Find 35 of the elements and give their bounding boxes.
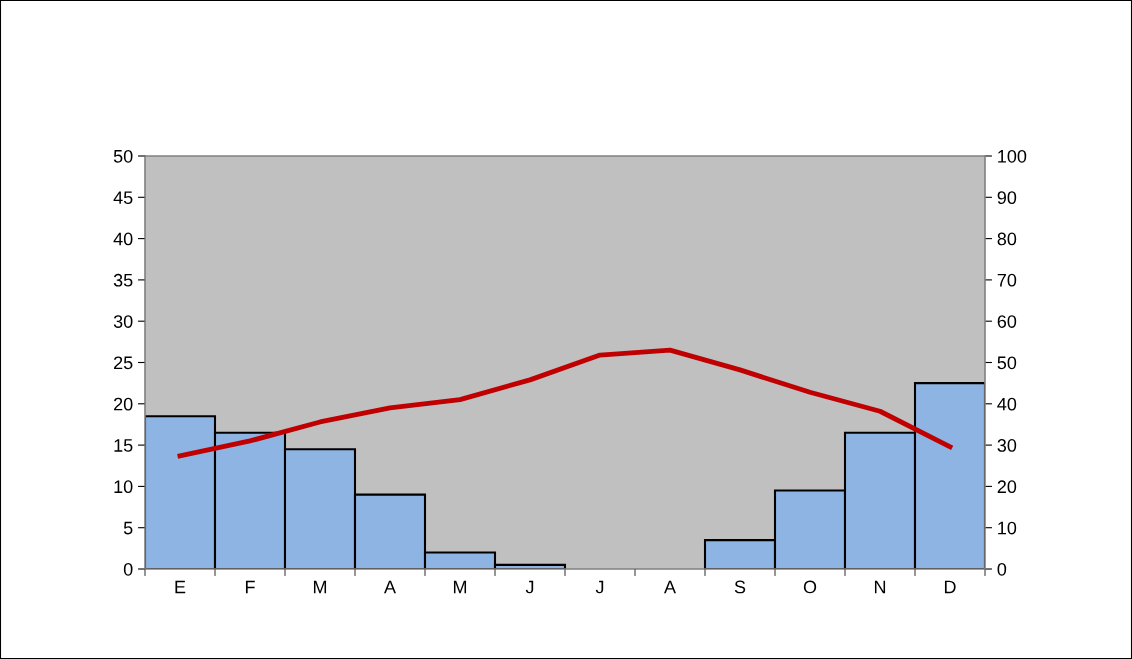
y-tick-label: 0	[123, 562, 133, 576]
y-tick-label: 45	[113, 191, 133, 205]
y2-tick-label: 30	[997, 439, 1017, 452]
x-tick-label: S	[734, 580, 746, 594]
y-tick-label: 15	[114, 439, 133, 452]
y2-tick-label: 40	[997, 397, 1017, 411]
x-tick-label: J	[525, 580, 534, 594]
x-tick-label: D	[944, 580, 956, 594]
y2-tick-label: 10	[998, 521, 1017, 535]
x-tick-label: A	[664, 580, 676, 594]
y2-tick-label: 70	[997, 273, 1017, 287]
x-tick-label: N	[874, 580, 886, 594]
y2-tick-label: 100	[998, 149, 1027, 163]
y-tick-label: 40	[113, 232, 133, 246]
y-tick-label: 5	[123, 521, 133, 535]
x-tick-label: O	[803, 580, 817, 594]
x-tick-label: F	[245, 580, 255, 594]
y2-tick-label: 60	[997, 315, 1017, 328]
line-series	[177, 347, 953, 459]
y2-tick-label: 80	[997, 232, 1017, 246]
y2-tick-label: 90	[997, 191, 1017, 205]
y-tick-label: 30	[113, 315, 133, 328]
y-tick-label: 25	[114, 356, 133, 370]
x-tick-label: E	[175, 580, 186, 594]
y-tick-label: 10	[114, 480, 133, 494]
y2-tick-label: 0	[997, 562, 1007, 576]
x-tick-label: M	[453, 580, 467, 594]
x-tick-label: M	[313, 580, 327, 594]
y-tick-label: 35	[113, 273, 133, 287]
x-tick-label: A	[384, 580, 396, 594]
y-tick-label: 50	[113, 149, 133, 163]
y2-tick-label: 20	[997, 480, 1017, 494]
y-tick-label: 20	[114, 397, 133, 411]
x-tick-label: J	[595, 580, 604, 594]
y2-tick-label: 50	[997, 356, 1017, 370]
